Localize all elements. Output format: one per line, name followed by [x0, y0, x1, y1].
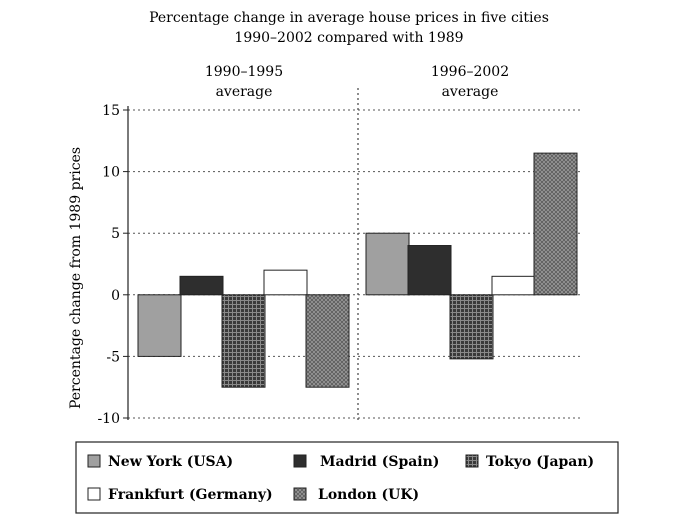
bar: [263, 269, 308, 296]
y-tick-label: -5: [106, 349, 120, 365]
group-label-2-line-1: 1996–2002: [431, 64, 509, 80]
legend-label-tokyo: Tokyo (Japan): [486, 454, 594, 470]
legend-swatch-frankfurt: [87, 487, 101, 501]
legend-swatch-tokyo: [465, 454, 479, 468]
y-tick-label: 5: [111, 226, 120, 242]
y-tick-label: 10: [102, 165, 120, 181]
group-label-1-line-2: average: [216, 84, 273, 100]
legend: New York (USA) Madrid (Spain) Tokyo (Jap…: [75, 441, 619, 514]
legend-swatch-madrid: [293, 454, 307, 468]
group-label-2-line-2: average: [442, 84, 499, 100]
y-tick-label: 0: [111, 288, 120, 304]
y-tick-label: -10: [97, 411, 120, 427]
y-axis-label: Percentage change from 1989 prices: [68, 147, 84, 409]
bar: [533, 152, 578, 296]
legend-frame: [75, 441, 619, 514]
bars: [137, 152, 578, 388]
legend-swatch-new-york: [87, 454, 101, 468]
bar: [449, 294, 494, 360]
group-label-1-line-1: 1990–1995: [205, 64, 283, 80]
y-tick-label: 15: [102, 103, 120, 119]
bar: [221, 294, 266, 388]
chart-title-line-2: 1990–2002 compared with 1989: [234, 30, 463, 46]
legend-label-new-york: New York (USA): [108, 454, 233, 470]
y-axis-ticks: 15 10 5 0 -5 -10: [97, 103, 128, 427]
bar: [365, 232, 410, 296]
legend-swatch-london: [293, 487, 307, 501]
bar: [305, 294, 350, 388]
bar: [179, 275, 224, 296]
legend-label-madrid: Madrid (Spain): [320, 454, 439, 470]
legend-label-london: London (UK): [318, 487, 419, 503]
legend-label-frankfurt: Frankfurt (Germany): [108, 487, 273, 503]
chart-title-line-1: Percentage change in average house price…: [149, 10, 549, 26]
gridlines: [128, 109, 582, 419]
bar: [137, 294, 182, 357]
bar: [407, 245, 452, 296]
bar: [491, 275, 536, 296]
